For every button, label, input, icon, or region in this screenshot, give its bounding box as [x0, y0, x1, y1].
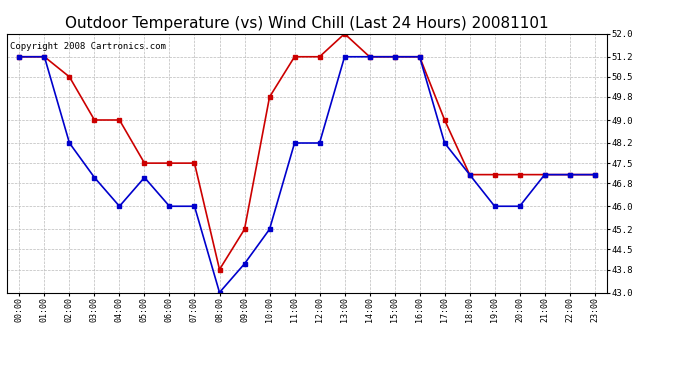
- Title: Outdoor Temperature (vs) Wind Chill (Last 24 Hours) 20081101: Outdoor Temperature (vs) Wind Chill (Las…: [66, 16, 549, 31]
- Text: Copyright 2008 Cartronics.com: Copyright 2008 Cartronics.com: [10, 42, 166, 51]
